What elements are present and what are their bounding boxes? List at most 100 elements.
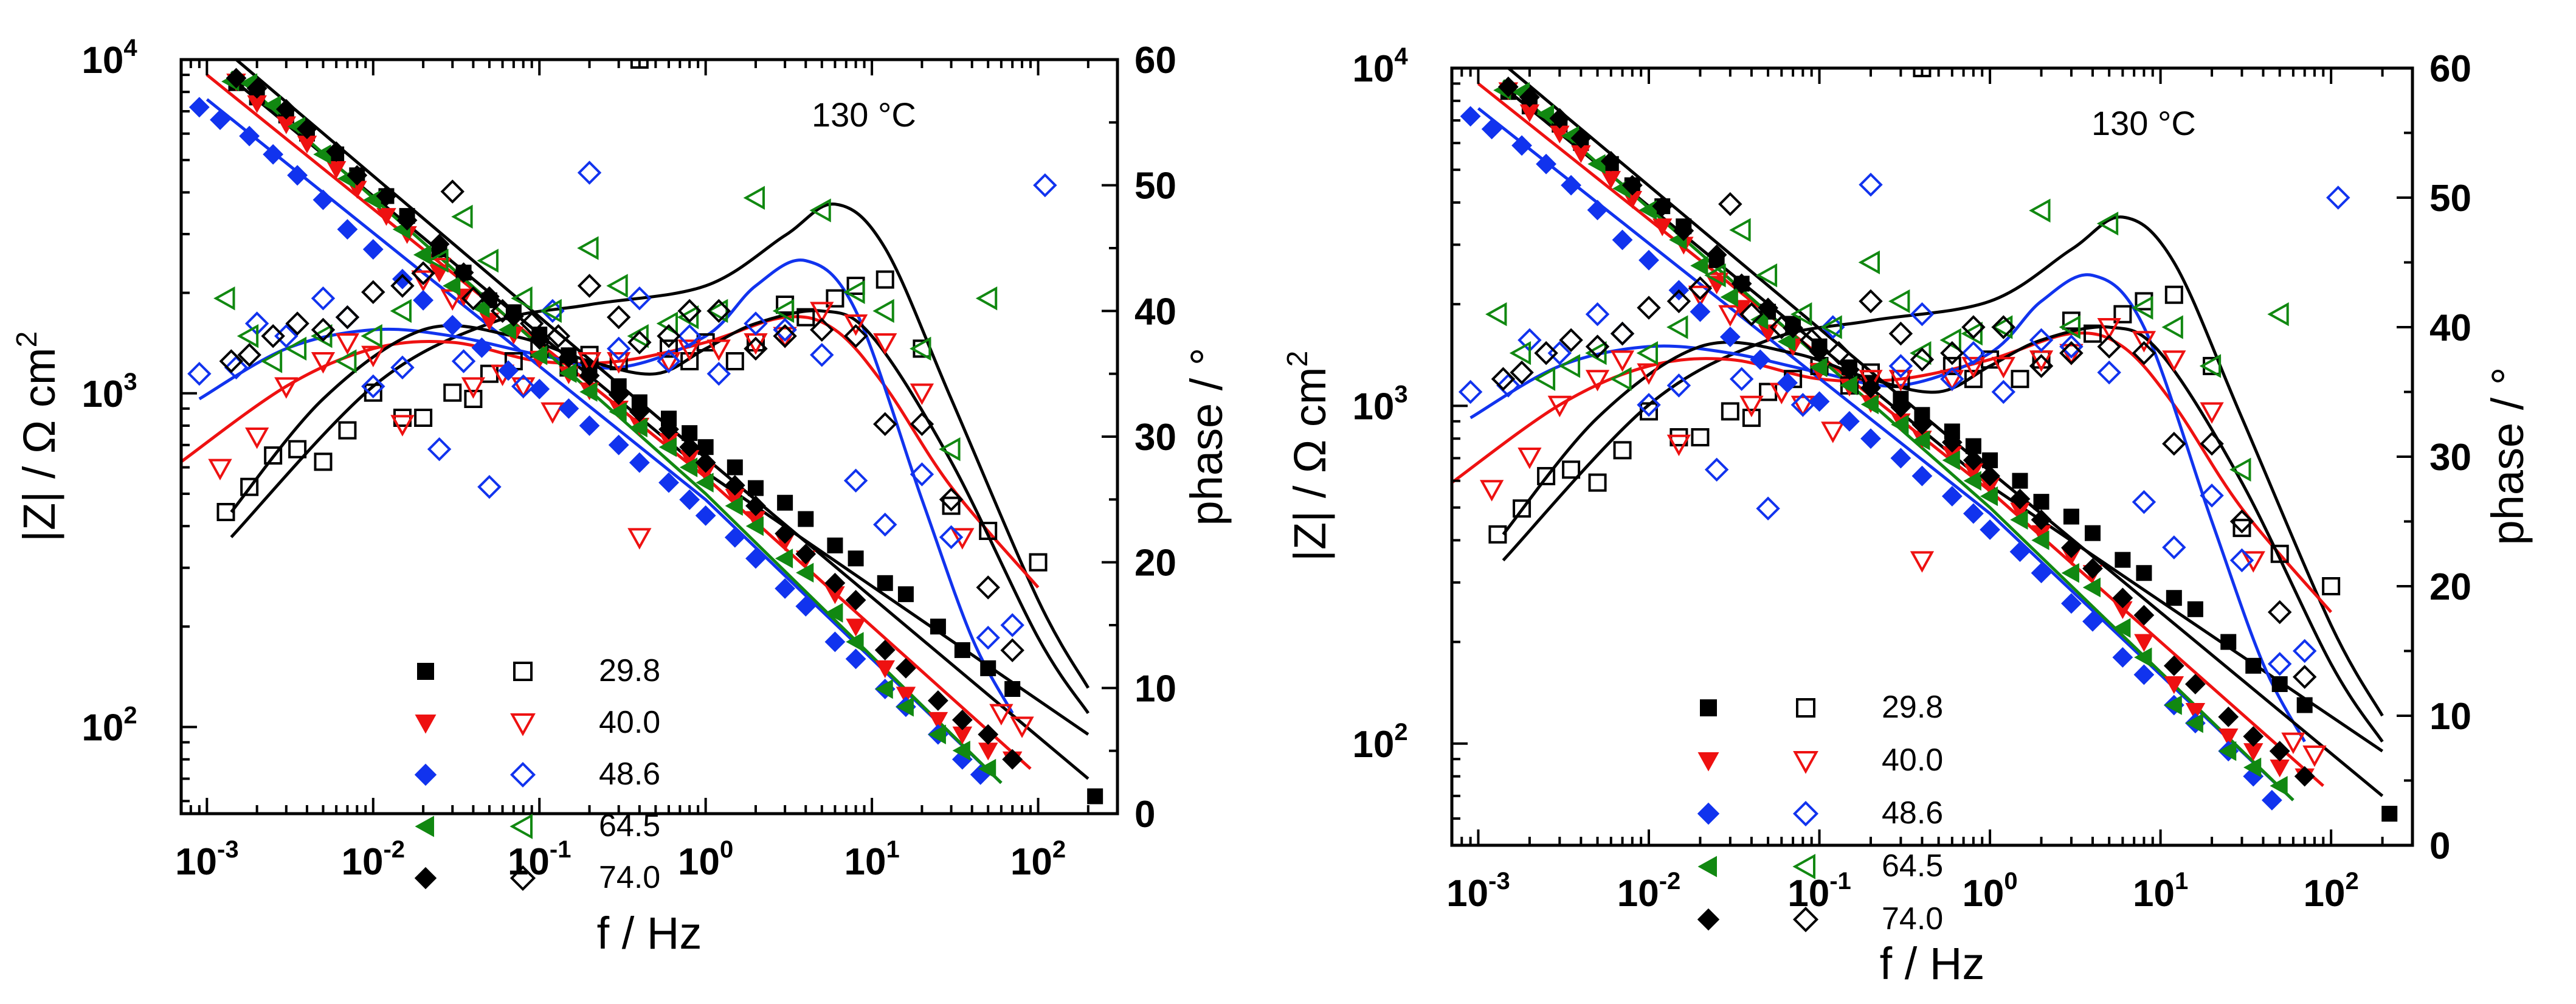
- point-mag-74.0: [2184, 674, 2206, 694]
- y-right-tick-label: 30: [2429, 437, 2471, 479]
- point-phase-74.0: [2029, 354, 2054, 378]
- point-mag-64.5: [363, 190, 381, 210]
- point-mag-64.5: [2031, 530, 2049, 550]
- point-mag-64.5: [579, 382, 598, 402]
- point-mag-64.5: [313, 144, 331, 165]
- point-phase-74.0: [606, 305, 631, 330]
- point-phase-64.5: [1755, 263, 1778, 288]
- point-phase-29.8: [942, 496, 961, 515]
- point-phase-40.0: [2241, 551, 2265, 573]
- point-phase-40.0: [1010, 716, 1034, 738]
- x-tick-label: 10-3: [1446, 868, 1510, 915]
- point-mag-48.6: [2243, 766, 2264, 787]
- point-phase-40.0: [1888, 370, 1913, 392]
- point-phase-40.0: [1859, 370, 1883, 392]
- point-mag-64.5: [825, 603, 843, 623]
- point-phase-64.5: [939, 437, 961, 462]
- point-phase-48.6: [976, 625, 1000, 650]
- point-mag-29.8: [2084, 525, 2101, 541]
- y-right-tick-label: 20: [2429, 566, 2471, 608]
- point-mag-48.6: [658, 472, 679, 493]
- point-phase-48.6: [657, 349, 681, 373]
- point-mag-74.0: [1549, 108, 1570, 129]
- point-mag-40.0: [679, 450, 700, 468]
- point-mag-74.0: [928, 690, 948, 711]
- point-phase-64.5: [1858, 250, 1880, 275]
- legend-marker-filled-74.0: [414, 867, 437, 890]
- legend-label-29.8: 29.8: [1882, 690, 1943, 725]
- point-phase-48.6: [477, 474, 502, 499]
- point-phase-40.0: [607, 352, 631, 374]
- point-mag-48.6: [2031, 563, 2052, 584]
- point-mag-74.0: [824, 572, 846, 594]
- y-left-tick-label: 104: [1352, 43, 1408, 90]
- point-phase-29.8: [875, 270, 894, 289]
- point-mag-64.5: [1690, 255, 1708, 276]
- point-mag-29.8: [798, 511, 814, 527]
- point-mag-48.6: [2082, 611, 2103, 632]
- point-mag-74.0: [479, 286, 500, 307]
- point-mag-74.0: [2243, 726, 2264, 747]
- point-mag-40.0: [2010, 502, 2030, 521]
- point-phase-48.6: [2097, 360, 2121, 385]
- point-phase-29.8: [314, 452, 333, 471]
- point-mag-29.8: [897, 586, 914, 603]
- point-phase-74.0: [390, 274, 415, 298]
- point-mag-74.0: [745, 495, 766, 516]
- point-mag-74.0: [1621, 175, 1643, 196]
- point-phase-64.5: [2059, 315, 2080, 339]
- point-mag-74.0: [1497, 76, 1519, 97]
- point-phase-29.8: [1488, 525, 1507, 544]
- point-phase-64.5: [285, 336, 307, 361]
- point-mag-40.0: [1652, 218, 1673, 237]
- point-mag-48.6: [471, 337, 492, 358]
- y-axis-right: 0 10 20 30 40 50 60: [1102, 40, 1176, 836]
- point-mag-48.6: [745, 548, 766, 569]
- point-mag-74.0: [1002, 749, 1023, 770]
- point-phase-40.0: [2281, 732, 2305, 754]
- point-mag-48.6: [695, 505, 716, 526]
- point-phase-74.0: [1940, 341, 1964, 365]
- point-mag-48.6: [1719, 327, 1741, 347]
- point-phase-64.5: [2161, 315, 2183, 339]
- point-mag-74.0: [376, 185, 397, 207]
- point-phase-40.0: [843, 314, 868, 336]
- point-phase-74.0: [657, 324, 681, 348]
- point-phase-48.6: [1940, 367, 1964, 391]
- point-mag-40.0: [952, 726, 973, 744]
- point-phase-40.0: [1790, 395, 1815, 418]
- point-mag-74.0: [1839, 359, 1860, 380]
- point-mag-74.0: [453, 262, 474, 283]
- point-phase-40.0: [1637, 363, 1661, 385]
- point-mag-74.0: [2269, 741, 2290, 762]
- point-phase-48.6: [511, 374, 536, 399]
- point-phase-74.0: [1491, 367, 1516, 391]
- point-mag-74.0: [1963, 450, 1984, 471]
- legend-marker-filled-29.8: [1700, 699, 1717, 716]
- point-mag-74.0: [275, 99, 297, 120]
- point-phase-40.0: [390, 415, 415, 437]
- point-mag-74.0: [579, 365, 600, 386]
- point-mag-40.0: [2113, 601, 2133, 620]
- point-phase-74.0: [411, 261, 435, 286]
- point-phase-29.8: [1029, 553, 1048, 572]
- point-phase-40.0: [2302, 745, 2327, 767]
- point-mag-64.5: [263, 95, 281, 116]
- point-mag-40.0: [2243, 743, 2263, 761]
- point-mag-64.5: [2010, 510, 2028, 530]
- y-axis-left: 102 103 104: [81, 35, 197, 803]
- point-mag-74.0: [2009, 488, 2031, 510]
- point-phase-48.6: [1666, 373, 1691, 398]
- point-mag-74.0: [347, 165, 368, 186]
- point-phase-29.8: [2232, 519, 2251, 538]
- point-mag-74.0: [1706, 244, 1727, 265]
- point-phase-40.0: [2162, 350, 2186, 372]
- point-mag-74.0: [2133, 604, 2155, 626]
- point-phase-64.5: [706, 299, 728, 323]
- point-mag-40.0: [1550, 125, 1570, 144]
- point-phase-74.0: [1991, 315, 2016, 339]
- point-phase-48.6: [187, 361, 212, 386]
- point-phase-48.6: [627, 286, 652, 311]
- point-phase-48.6: [311, 286, 336, 311]
- point-phase-48.6: [2132, 490, 2156, 514]
